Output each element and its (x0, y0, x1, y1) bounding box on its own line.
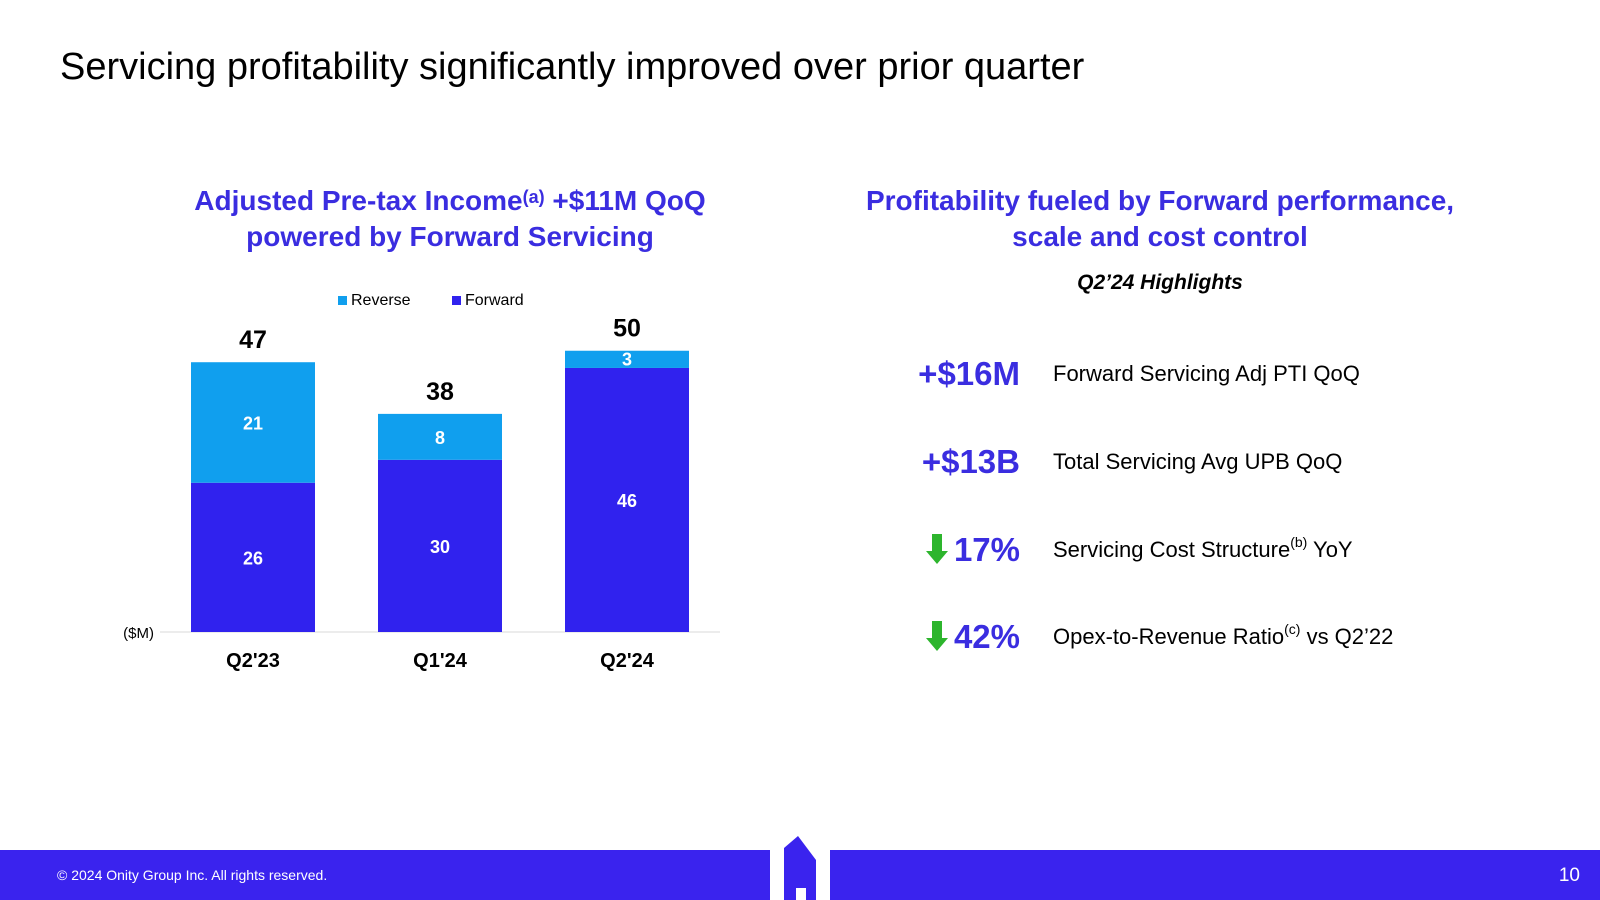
highlight-value: +$16M (880, 355, 1020, 393)
highlight-description: Servicing Cost Structure(b) YoY (1053, 534, 1353, 562)
slide-title: Servicing profitability significantly im… (60, 46, 1085, 88)
highlight-value: 17% (880, 531, 1020, 569)
footnote-marker: (a) (522, 187, 545, 207)
title-text: Adjusted Pre-tax Income (194, 185, 523, 216)
pretax-income-chart: ($M) Reverse Forward 26 21 47 Q2'23 30 8 38 Q1'24 4… (123, 292, 720, 672)
bar-forward-2 (565, 367, 689, 632)
x-tick-label-2: Q2'24 (600, 650, 655, 672)
company-logo-icon (770, 826, 830, 900)
highlights-title-line1: Profitability fueled by Forward performa… (865, 185, 1455, 216)
highlights-title-line2: scale and cost control (1012, 221, 1308, 252)
x-tick-label-1: Q1'24 (413, 650, 468, 672)
data-label-forward-0: 26 (243, 548, 263, 568)
total-label-2: 50 (613, 315, 641, 343)
page-number: 10 (1558, 865, 1580, 886)
bar-reverse-1 (378, 413, 502, 460)
highlight-value: 42% (880, 618, 1020, 656)
legend-swatch-forward (452, 296, 461, 305)
down-arrow-icon (925, 534, 948, 565)
highlight-row: 17% Servicing Cost Structure(b) YoY (880, 520, 1520, 580)
highlight-value-text: 17% (953, 531, 1020, 568)
legend-swatch-reverse (338, 296, 347, 305)
chart-panel-title-line1: Adjusted Pre-tax Income(a) +$11M QoQ (120, 183, 780, 219)
chart-panel-title-line2: powered by Forward Servicing (246, 221, 654, 252)
footnote-marker: (b) (1290, 534, 1308, 550)
highlight-row: +$16M Forward Servicing Adj PTI QoQ (880, 344, 1520, 404)
title-text-post: +$11M QoQ (544, 185, 706, 216)
highlight-description: Forward Servicing Adj PTI QoQ (1053, 361, 1360, 386)
bar-reverse-0 (191, 362, 315, 483)
bar-forward-1 (378, 459, 502, 632)
highlight-row: +$13B Total Servicing Avg UPB QoQ (880, 432, 1520, 492)
x-tick-label-0: Q2'23 (226, 650, 280, 672)
data-label-reverse-1: 8 (435, 428, 445, 448)
bar-reverse-2 (565, 350, 689, 368)
highlight-value-text: 42% (953, 618, 1020, 655)
total-label-1: 38 (426, 378, 454, 406)
data-label-reverse-2: 3 (622, 349, 632, 369)
data-label-reverse-0: 21 (243, 413, 263, 433)
total-label-0: 47 (239, 326, 267, 354)
bar-forward-0 (191, 482, 315, 632)
highlight-value-text: +$13B (921, 443, 1020, 480)
footer-bar: © 2024 Onity Group Inc. All rights reser… (0, 826, 1600, 900)
highlights-panel-title: Profitability fueled by Forward performa… (820, 183, 1500, 255)
highlights-label: Q2’24 Highlights (1077, 271, 1243, 294)
highlight-value: +$13B (880, 443, 1020, 481)
legend-label-reverse: Reverse (351, 292, 411, 309)
footnote-marker: (c) (1284, 621, 1301, 637)
down-arrow-icon (925, 621, 948, 652)
highlight-description: Opex-to-Revenue Ratio(c) vs Q2’22 (1053, 621, 1394, 649)
highlight-value-text: +$16M (918, 355, 1020, 392)
data-label-forward-2: 46 (617, 491, 637, 511)
highlight-row: 42% Opex-to-Revenue Ratio(c) vs Q2’22 (880, 607, 1520, 667)
highlight-description: Total Servicing Avg UPB QoQ (1053, 449, 1343, 474)
unit-label: ($M) (123, 625, 154, 642)
data-label-forward-1: 30 (430, 537, 450, 557)
copyright: © 2024 Onity Group Inc. All rights reser… (57, 867, 328, 883)
chart-panel-title: Adjusted Pre-tax Income(a) +$11M QoQ pow… (120, 183, 780, 255)
legend-label-forward: Forward (465, 292, 524, 309)
